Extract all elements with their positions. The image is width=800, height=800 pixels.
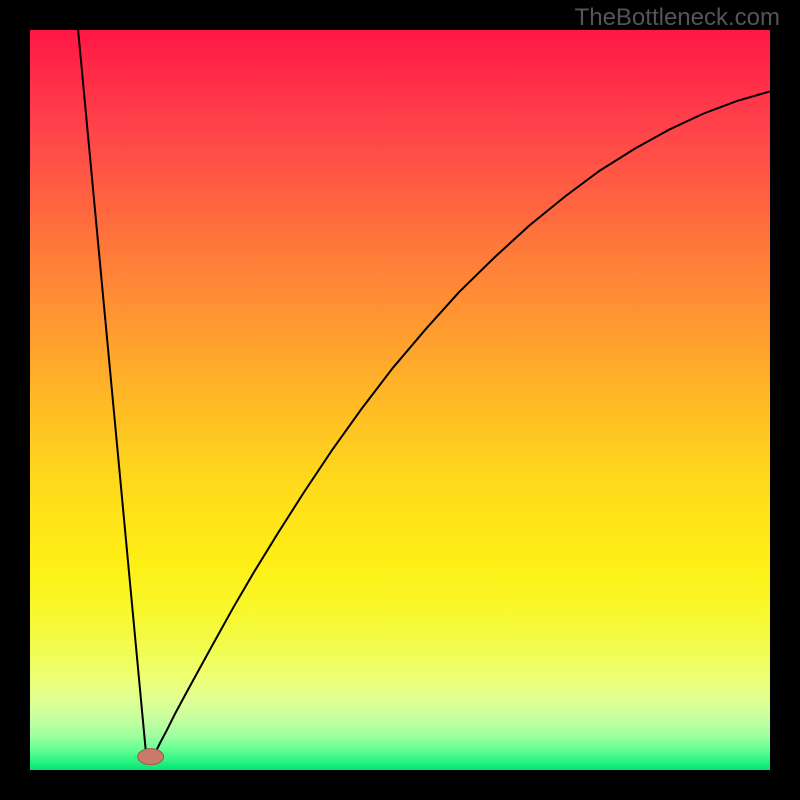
watermark-text: TheBottleneck.com [575, 4, 780, 31]
optimal-point-marker [138, 749, 164, 765]
chart-container: TheBottleneck.com [0, 0, 800, 800]
bottleneck-chart: TheBottleneck.com [0, 0, 800, 800]
chart-plot-area [30, 30, 770, 770]
